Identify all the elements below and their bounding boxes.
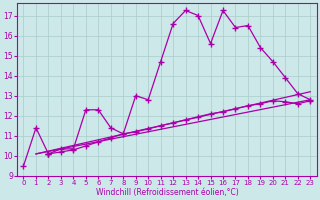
X-axis label: Windchill (Refroidissement éolien,°C): Windchill (Refroidissement éolien,°C) <box>96 188 238 197</box>
